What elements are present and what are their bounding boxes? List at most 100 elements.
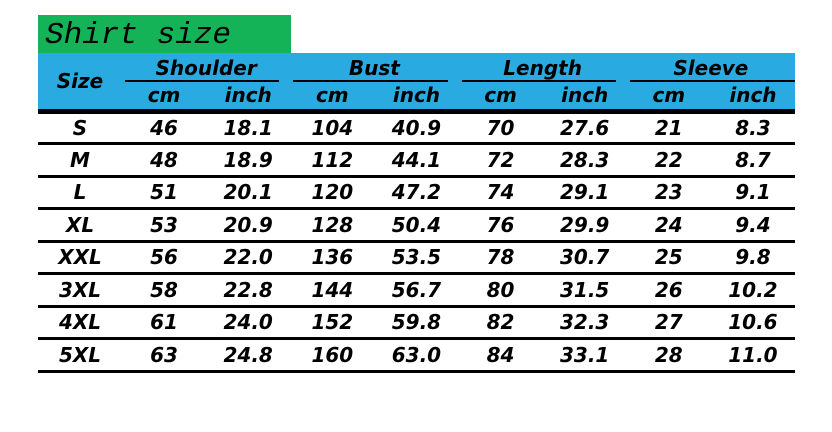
size-value-cell: 82 [458,306,543,340]
column-header-sleeve-cm: cm [626,82,711,114]
table-row: M 48 18.9 112 44.1 72 28.3 22 8.7 [38,143,795,178]
size-value-cell: 22 [626,143,711,178]
size-value-cell: 104 [290,111,375,145]
row-size-label: XXL [38,241,122,275]
table-row: L 51 20.1 120 47.2 74 29.1 23 9.1 [38,176,795,210]
size-value-cell: 11.0 [710,338,795,373]
size-value-cell: 28 [626,338,711,373]
title-bar: Shirt size [38,15,291,53]
size-value-cell: 46 [122,111,207,145]
size-value-cell: 18.1 [206,111,291,145]
size-value-cell: 76 [458,208,543,243]
size-value-cell: 74 [458,176,543,210]
size-value-cell: 21 [626,111,711,145]
size-value-cell: 25 [626,241,711,275]
size-value-cell: 72 [458,143,543,178]
size-value-cell: 78 [458,241,543,275]
size-value-cell: 63.0 [374,338,459,373]
size-value-cell: 144 [290,273,375,308]
size-value-cell: 29.9 [542,208,627,243]
size-value-cell: 160 [290,338,375,373]
size-value-cell: 40.9 [374,111,459,145]
size-value-cell: 58 [122,273,207,308]
group-header-row: Size Shoulder Bust Length Sleeve [38,53,796,114]
size-value-cell: 70 [458,111,543,145]
table-row: 3XL 58 22.8 144 56.7 80 31.5 26 10.2 [38,273,795,308]
size-value-cell: 51 [122,176,207,210]
size-value-cell: 28.3 [542,143,627,178]
size-value-cell: 56 [122,241,207,275]
size-value-cell: 80 [458,273,543,308]
size-value-cell: 30.7 [542,241,627,275]
row-size-label: S [38,111,122,145]
size-value-cell: 26 [626,273,711,308]
page-title: Shirt size [45,17,232,53]
size-value-cell: 22.0 [206,241,291,275]
size-value-cell: 27 [626,306,711,340]
size-value-cell: 29.1 [542,176,627,210]
size-value-cell: 59.8 [374,306,459,340]
table-row: XXL 56 22.0 136 53.5 78 30.7 25 9.8 [38,241,795,275]
size-value-cell: 9.8 [710,241,795,275]
size-value-cell: 10.2 [710,273,795,308]
size-value-cell: 48 [122,143,207,178]
size-value-cell: 9.1 [710,176,795,210]
column-group-shoulder: Shoulder [122,53,291,82]
size-value-cell: 53 [122,208,207,243]
size-value-cell: 50.4 [374,208,459,243]
size-value-cell: 27.6 [542,111,627,145]
size-value-cell: 24 [626,208,711,243]
column-header-bust-cm: cm [290,82,375,114]
size-value-cell: 136 [290,241,375,275]
size-table-body: S 46 18.1 104 40.9 70 27.6 21 8.3 M 48 18.9 112 44.1 7… [38,111,795,373]
column-header-length-inch: inch [542,82,627,114]
row-size-label: 4XL [38,306,122,340]
size-value-cell: 8.3 [710,111,795,145]
column-header-size: Size [38,53,122,114]
row-size-label: 5XL [38,338,122,373]
size-value-cell: 32.3 [542,306,627,340]
size-value-cell: 8.7 [710,143,795,178]
size-value-cell: 24.8 [206,338,291,373]
column-group-length: Length [458,53,627,82]
size-value-cell: 31.5 [542,273,627,308]
row-size-label: XL [38,208,122,243]
size-value-cell: 24.0 [206,306,291,340]
size-value-cell: 9.4 [710,208,795,243]
size-value-cell: 44.1 [374,143,459,178]
size-value-cell: 84 [458,338,543,373]
size-value-cell: 112 [290,143,375,178]
column-header-shoulder-inch: inch [206,82,291,114]
size-value-cell: 56.7 [374,273,459,308]
units-header-row: cm inch cm inch cm inch cm inch [38,82,795,114]
size-value-cell: 152 [290,306,375,340]
column-header-bust-inch: inch [374,82,459,114]
column-header-sleeve-inch: inch [710,82,795,114]
size-value-cell: 20.9 [206,208,291,243]
size-value-cell: 63 [122,338,207,373]
row-size-label: 3XL [38,273,122,308]
table-row: 5XL 63 24.8 160 63.0 84 33.1 28 11.0 [38,338,795,373]
size-value-cell: 53.5 [374,241,459,275]
size-value-cell: 128 [290,208,375,243]
size-value-cell: 33.1 [542,338,627,373]
size-value-cell: 18.9 [206,143,291,178]
column-group-bust: Bust [290,53,459,82]
row-size-label: M [38,143,122,178]
size-value-cell: 20.1 [206,176,291,210]
size-value-cell: 47.2 [374,176,459,210]
column-group-sleeve: Sleeve [626,53,796,82]
column-header-shoulder-cm: cm [122,82,207,114]
size-value-cell: 23 [626,176,711,210]
size-value-cell: 61 [122,306,207,340]
size-table: Size Shoulder Bust Length Sleeve cm inch… [38,53,796,373]
size-value-cell: 10.6 [710,306,795,340]
size-value-cell: 22.8 [206,273,291,308]
table-row: 4XL 61 24.0 152 59.8 82 32.3 27 10.6 [38,306,795,340]
table-row: XL 53 20.9 128 50.4 76 29.9 24 9.4 [38,208,795,243]
column-header-length-cm: cm [458,82,543,114]
size-value-cell: 120 [290,176,375,210]
row-size-label: L [38,176,122,210]
table-row: S 46 18.1 104 40.9 70 27.6 21 8.3 [38,111,795,145]
